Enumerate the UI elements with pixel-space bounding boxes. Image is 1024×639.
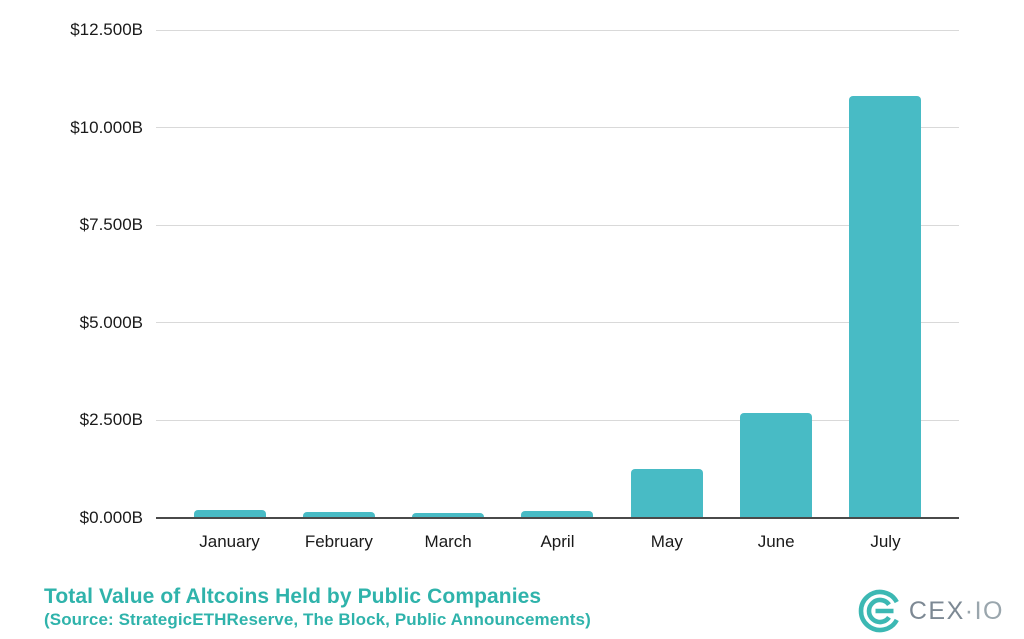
bar-february	[302, 511, 375, 518]
chart-footer: Total Value of Altcoins Held by Public C…	[44, 585, 591, 630]
bar-may	[630, 469, 703, 518]
y-axis-tick-label: $2.500B	[79, 410, 143, 430]
x-axis-tick-label: July	[870, 532, 901, 551]
bar-july	[849, 96, 922, 518]
cexio-logo-text: CEX·IO	[909, 589, 1004, 633]
logo-text-cex: CEX	[908, 597, 965, 625]
x-axis-tick-label: May	[650, 532, 683, 551]
gridline	[156, 224, 959, 226]
logo-text-dot: ·	[964, 597, 975, 625]
bar-april	[521, 510, 594, 518]
x-axis-tick-label: March	[424, 532, 472, 551]
gridline	[156, 29, 959, 31]
cexio-logo-icon	[858, 589, 899, 633]
bar-january	[193, 510, 266, 518]
y-axis-tick-label: $5.000B	[79, 312, 143, 332]
chart-title: Total Value of Altcoins Held by Public C…	[44, 585, 542, 608]
x-axis-tick-label: February	[304, 532, 373, 551]
x-axis-line	[156, 517, 959, 519]
y-axis-tick-label: $7.500B	[79, 215, 143, 235]
bar-june	[740, 412, 813, 518]
y-axis-tick-label: $0.000B	[79, 508, 143, 527]
logo-text-io: IO	[974, 597, 1004, 625]
chart-subtitle: (Source: StrategicETHReserve, The Block,…	[44, 610, 591, 629]
y-axis-tick-label: $12.500B	[70, 20, 143, 39]
gridline	[156, 419, 959, 421]
gridline	[156, 322, 959, 324]
y-axis-tick-label: $10.000B	[70, 117, 143, 137]
gridline	[156, 127, 959, 129]
x-axis-tick-label: June	[757, 532, 795, 551]
x-axis-tick-label: January	[199, 532, 260, 551]
x-axis-tick-label: April	[540, 532, 575, 551]
cexio-logo: CEX·IO	[858, 589, 1004, 633]
bar-march	[412, 512, 485, 518]
